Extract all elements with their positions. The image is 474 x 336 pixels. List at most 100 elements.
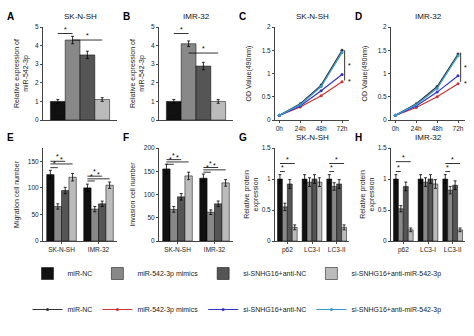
svg-text:0: 0 (151, 116, 155, 123)
svg-text:50: 50 (147, 214, 155, 221)
svg-text:SK-N-SH: SK-N-SH (64, 12, 97, 21)
svg-text:*: * (97, 171, 100, 178)
svg-text:*: * (451, 156, 454, 163)
svg-text:miR-542-3p mimics: miR-542-3p mimics (137, 270, 198, 278)
svg-text:*: * (53, 160, 56, 167)
svg-text:*: * (169, 156, 172, 163)
svg-text:SK-N-SH: SK-N-SH (296, 12, 329, 21)
svg-text:H: H (355, 132, 362, 143)
svg-text:48h: 48h (432, 125, 443, 132)
svg-text:*: * (202, 45, 205, 52)
svg-text:LC3-I: LC3-I (420, 246, 436, 253)
svg-text:150: 150 (144, 168, 155, 175)
svg-text:*: * (172, 152, 175, 159)
svg-text:*: * (176, 154, 179, 161)
svg-text:Relative expression ofmiR-542-: Relative expression ofmiR-542-3p (129, 39, 146, 108)
svg-text:Migration cell number: Migration cell number (13, 160, 21, 228)
svg-text:0.5: 0.5 (378, 206, 387, 213)
svg-text:OD Value(490nm): OD Value(490nm) (245, 46, 253, 102)
svg-text:miR-NC: miR-NC (68, 306, 93, 313)
svg-text:*: * (209, 160, 212, 167)
svg-text:miR-542-3p mimics: miR-542-3p mimics (137, 306, 198, 314)
svg-text:SK-N-SH: SK-N-SH (48, 246, 75, 253)
svg-text:5: 5 (151, 23, 155, 30)
svg-text:*: * (446, 164, 449, 171)
svg-text:Relative proteinexpression: Relative proteinexpression (243, 170, 260, 219)
svg-text:*: * (93, 168, 96, 175)
svg-text:IMR-32: IMR-32 (204, 246, 226, 253)
svg-text:LC3-II: LC3-II (444, 246, 462, 253)
svg-text:*: * (464, 64, 467, 71)
svg-text:1: 1 (267, 70, 271, 77)
svg-text:si-SNHG16+anti-NC: si-SNHG16+anti-NC (243, 270, 306, 277)
svg-text:2: 2 (383, 23, 387, 30)
svg-text:0: 0 (35, 237, 39, 244)
svg-text:*: * (330, 164, 333, 171)
svg-text:4: 4 (35, 42, 39, 49)
svg-text:0: 0 (35, 116, 39, 123)
svg-text:100: 100 (28, 184, 39, 191)
svg-text:Invasion cell number: Invasion cell number (129, 162, 136, 227)
svg-text:*: * (281, 164, 284, 171)
svg-text:200: 200 (144, 144, 155, 151)
svg-text:C: C (239, 11, 246, 22)
svg-text:1: 1 (151, 98, 155, 105)
svg-text:IMR-32: IMR-32 (88, 246, 110, 253)
svg-text:1: 1 (383, 175, 387, 182)
svg-text:*: * (206, 164, 209, 171)
svg-text:24h: 24h (295, 125, 306, 132)
svg-text:p62: p62 (282, 246, 293, 254)
svg-text:1.5: 1.5 (378, 47, 387, 54)
svg-text:0: 0 (383, 237, 387, 244)
svg-text:si-SNHG16+anti-miR-542-3p: si-SNHG16+anti-miR-542-3p (351, 306, 441, 314)
svg-text:*: * (180, 26, 183, 33)
svg-text:SK-N-SH: SK-N-SH (296, 133, 329, 142)
svg-text:0.5: 0.5 (262, 93, 271, 100)
svg-text:*: * (402, 154, 405, 161)
svg-text:*: * (335, 156, 338, 163)
svg-text:1.5: 1.5 (378, 144, 387, 151)
svg-text:50: 50 (31, 211, 39, 218)
svg-text:si-SNHG16+anti-NC: si-SNHG16+anti-NC (243, 306, 306, 313)
svg-text:1.5: 1.5 (262, 47, 271, 54)
svg-text:Relative proteinexpression: Relative proteinexpression (359, 170, 376, 219)
svg-text:LC3-I: LC3-I (304, 246, 320, 253)
svg-text:G: G (239, 132, 247, 143)
svg-text:*: * (64, 26, 67, 33)
svg-text:*: * (348, 78, 351, 85)
svg-text:*: * (56, 153, 59, 160)
svg-text:0.5: 0.5 (262, 206, 271, 213)
svg-text:48h: 48h (316, 125, 327, 132)
svg-text:LC3-II: LC3-II (328, 246, 346, 253)
svg-text:*: * (213, 162, 216, 169)
svg-text:0h: 0h (392, 125, 400, 132)
svg-text:si-SNHG16+anti-miR-542-3p: si-SNHG16+anti-miR-542-3p (351, 270, 441, 278)
svg-text:*: * (464, 80, 467, 87)
svg-text:*: * (397, 164, 400, 171)
svg-text:*: * (286, 156, 289, 163)
svg-text:D: D (355, 11, 362, 22)
svg-text:4: 4 (151, 42, 155, 49)
svg-text:IMR-32: IMR-32 (415, 133, 442, 142)
svg-text:2: 2 (151, 79, 155, 86)
svg-text:SK-N-SH: SK-N-SH (164, 246, 191, 253)
svg-text:E: E (7, 132, 14, 143)
svg-text:5: 5 (35, 23, 39, 30)
svg-text:72h: 72h (337, 125, 348, 132)
svg-text:p62: p62 (398, 246, 409, 254)
svg-text:0.5: 0.5 (378, 93, 387, 100)
svg-text:0: 0 (151, 237, 155, 244)
svg-text:A: A (7, 11, 14, 22)
svg-text:1: 1 (35, 98, 39, 105)
svg-text:IMR-32: IMR-32 (415, 12, 442, 21)
svg-text:1.5: 1.5 (262, 144, 271, 151)
svg-text:*: * (86, 32, 89, 39)
svg-text:*: * (348, 62, 351, 69)
svg-text:0: 0 (383, 116, 387, 123)
svg-text:B: B (123, 11, 130, 22)
svg-text:IMR-32: IMR-32 (183, 12, 210, 21)
svg-text:1: 1 (267, 175, 271, 182)
svg-text:*: * (60, 156, 63, 163)
svg-text:miR-NC: miR-NC (68, 270, 93, 277)
svg-text:100: 100 (144, 191, 155, 198)
